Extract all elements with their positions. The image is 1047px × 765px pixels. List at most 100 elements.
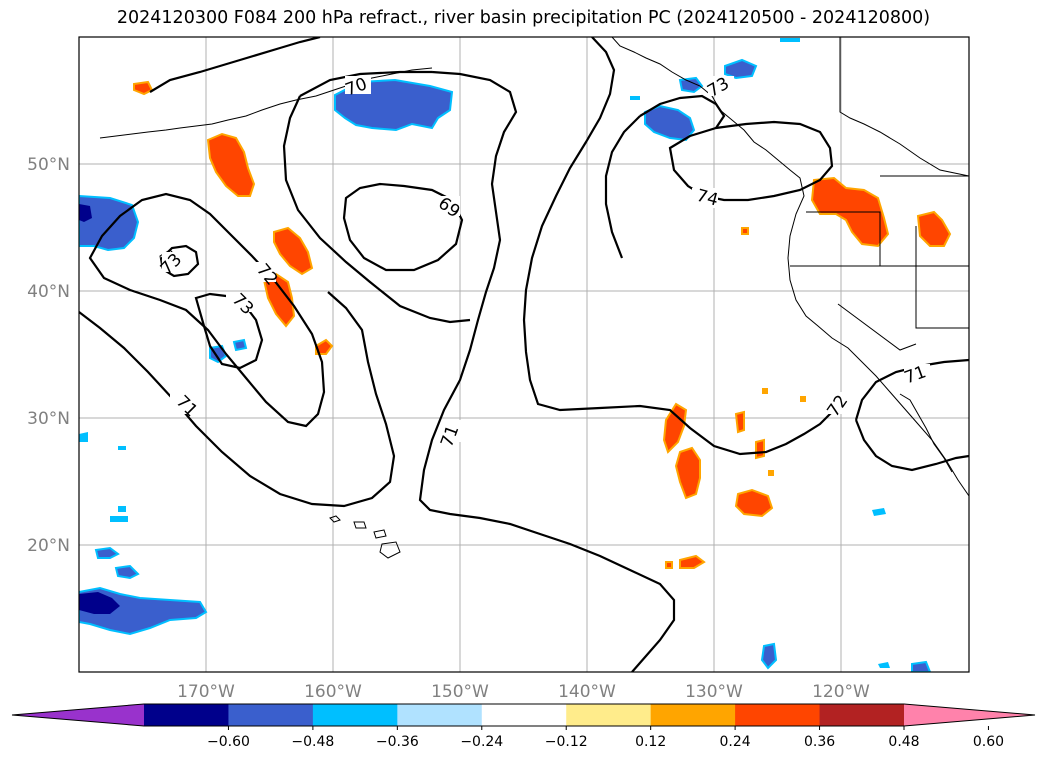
contour-label-bg-70 (345, 76, 371, 94)
colorbar-tick-label: −0.60 (207, 734, 250, 750)
positive-patch-subtropical-3 (734, 488, 774, 518)
positive-patch-north-pacific-2 (273, 226, 314, 276)
positive-patch-small-g (741, 227, 749, 235)
colorbar-tick-label: −0.36 (376, 734, 419, 750)
lon-label-140w: 140°W (558, 682, 616, 702)
contour-label-bg-72a (250, 262, 276, 282)
negative-patch-small-i (110, 516, 128, 522)
negative-patch-small-h (118, 506, 126, 512)
negative-patch-small-g (872, 508, 886, 516)
colorbar-bin (312, 704, 398, 726)
state-border-c (806, 211, 881, 266)
contour-label-bg-71c (904, 364, 930, 384)
positive-patch-small-d (755, 438, 765, 460)
lat-label-40n: 40°N (27, 282, 70, 302)
negative-patch-small-k (118, 446, 126, 450)
negative-patch-small-n (878, 662, 890, 668)
colorbar-extend-max (904, 704, 1035, 726)
refractivity-contours (79, 37, 969, 672)
colorbar-tick-label: 0.24 (720, 734, 751, 750)
colorbar-bin (735, 704, 821, 726)
colorbar-tick-label: −0.24 (460, 734, 503, 750)
contour-72-southeast (854, 419, 969, 472)
strong-negative-patch-southwest (79, 592, 120, 614)
colorbar-extend-min (12, 704, 144, 726)
contour-label-bg-73b (226, 292, 252, 312)
lat-label-30n: 30°N (27, 409, 70, 429)
negative-patch-alaska-panhandle (724, 58, 758, 80)
positive-patch-subtropical-1 (662, 402, 688, 454)
colorbar: −0.60 −0.48 −0.36 −0.24 −0.12 0.12 0.24 0.36 0.4… (11, 703, 1036, 750)
contour-label-bg-74 (692, 188, 718, 208)
colorbar-tick-label: 0.60 (973, 734, 1004, 750)
contour-label-bg-72b (828, 392, 854, 414)
map-frame (78, 36, 970, 673)
positive-patch-interior-west (916, 210, 952, 247)
north-america-coastline (611, 37, 969, 497)
positive-anomaly-patches (133, 80, 952, 569)
state-border-b (915, 226, 969, 329)
colorbar-tick-label: 0.12 (635, 734, 666, 750)
colorbar-bin (481, 704, 567, 726)
positive-patch-small-b (133, 80, 154, 96)
negative-patch-small-m (780, 38, 800, 42)
contour-69-closed (342, 182, 464, 272)
colorbar-bin (819, 704, 905, 726)
negative-patch-small-f (911, 660, 932, 672)
positive-patch-small-e (679, 554, 706, 569)
colorbar-bin (397, 704, 483, 726)
contour-70-arc (149, 37, 321, 93)
lat-label-20n: 20°N (27, 536, 70, 556)
positive-patch-north-pacific-1 (206, 132, 256, 197)
positive-patch-subtropical-2 (674, 446, 701, 500)
contour-71-southeast (854, 358, 969, 421)
positive-patch-small-i (800, 396, 806, 402)
negative-patch-small-j (79, 432, 88, 442)
colorbar-tick-label: 0.48 (888, 734, 919, 750)
positive-patch-small-f (665, 561, 673, 569)
contour-73-east (604, 94, 726, 259)
negative-patch-small-a (94, 546, 120, 559)
contour-label-bg-69 (432, 196, 460, 216)
lon-label-160w: 160°W (304, 682, 362, 702)
state-border-d (837, 303, 917, 351)
gridlines (79, 37, 969, 672)
colorbar-tick-label: 0.36 (804, 734, 835, 750)
lon-label-170w: 170°W (177, 682, 235, 702)
lat-label-50n: 50°N (27, 155, 70, 175)
contour-73-loop (194, 292, 264, 370)
colorbar-bin (228, 704, 314, 726)
strong-negative-patch-west-edge (79, 204, 92, 222)
contour-label-bg-71a (170, 394, 196, 414)
negative-patch-small-b (114, 564, 140, 580)
positive-patch-small-c (734, 410, 745, 434)
contour-label-bg-71b (442, 420, 468, 442)
negative-patch-se-alaska (678, 76, 704, 94)
contour-70-loop (282, 70, 471, 324)
colorbar-outline (11, 703, 1036, 727)
colorbar-tick-label: −0.48 (291, 734, 334, 750)
positive-patch-small-j (768, 470, 774, 476)
negative-patch-small-l (630, 96, 640, 100)
negative-patch-west-edge (79, 194, 140, 252)
negative-anomaly-patches (79, 38, 932, 672)
colorbar-tick-label: −0.12 (545, 734, 588, 750)
lon-label-130w: 130°W (685, 682, 743, 702)
contour-72-loop (88, 192, 326, 428)
positive-patch-small-h (762, 388, 768, 394)
positive-patch-north-pacific-3 (262, 272, 296, 328)
positive-patch-small-a (315, 338, 334, 355)
contour-71-central (418, 70, 676, 672)
negative-patch-small-e (760, 642, 778, 670)
latitude-labels: 50°N 40°N 30°N 20°N (27, 155, 70, 556)
longitude-labels: 170°W 160°W 150°W 140°W 130°W 120°W (177, 682, 870, 702)
colorbar-bin (144, 704, 229, 726)
hawaiian-islands (329, 515, 401, 559)
contour-label-bg-73a (162, 252, 188, 272)
contour-label-bg-73c (708, 76, 734, 96)
lon-label-150w: 150°W (431, 682, 489, 702)
canada-border-region (839, 37, 969, 177)
lon-label-120w: 120°W (812, 682, 870, 702)
negative-patch-small-d (232, 338, 248, 352)
